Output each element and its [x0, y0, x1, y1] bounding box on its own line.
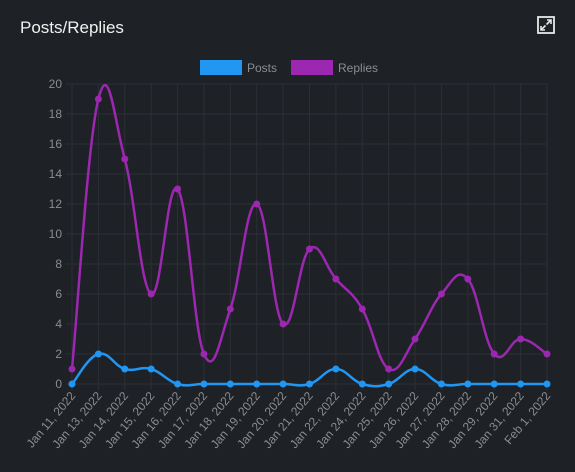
y-tick-label: 0 — [55, 377, 62, 391]
data-point-replies — [200, 350, 208, 358]
y-tick-label: 14 — [49, 167, 63, 181]
data-point-posts — [68, 380, 76, 388]
data-point-replies — [385, 365, 393, 373]
data-point-posts — [490, 380, 498, 388]
y-tick-label: 2 — [55, 347, 62, 361]
y-tick-label: 4 — [55, 317, 62, 331]
data-point-posts — [332, 365, 340, 373]
data-point-posts — [464, 380, 472, 388]
legend-label-replies: Replies — [338, 61, 378, 75]
data-point-posts — [200, 380, 208, 388]
data-point-replies — [68, 365, 76, 373]
data-point-replies — [121, 155, 129, 163]
data-point-replies — [306, 245, 313, 253]
data-point-replies — [147, 290, 155, 298]
y-tick-label: 12 — [49, 197, 63, 211]
data-point-posts — [253, 380, 261, 388]
y-tick-label: 6 — [55, 287, 62, 301]
data-point-posts — [358, 380, 366, 388]
data-point-replies — [543, 350, 551, 358]
data-point-replies — [358, 305, 366, 313]
data-point-replies — [332, 275, 340, 283]
legend-swatch-posts — [200, 60, 242, 75]
data-point-replies — [94, 95, 102, 103]
data-point-posts — [306, 380, 313, 388]
data-point-posts — [121, 365, 129, 373]
data-point-replies — [174, 185, 182, 193]
data-point-replies — [490, 350, 498, 358]
expand-icon[interactable] — [537, 16, 555, 34]
data-point-posts — [147, 365, 155, 373]
data-point-posts — [411, 365, 419, 373]
data-point-replies — [464, 275, 472, 283]
y-tick-label: 18 — [49, 107, 63, 121]
data-point-posts — [174, 380, 182, 388]
data-point-posts — [385, 380, 393, 388]
data-point-posts — [437, 380, 445, 388]
legend-swatch-replies — [291, 60, 334, 75]
y-tick-label: 20 — [49, 77, 63, 91]
legend-label-posts: Posts — [247, 61, 277, 75]
y-tick-label: 16 — [49, 137, 63, 151]
data-point-posts — [543, 380, 551, 388]
data-point-posts — [279, 380, 287, 388]
data-point-replies — [279, 320, 287, 328]
y-tick-label: 8 — [55, 257, 62, 271]
data-point-replies — [411, 335, 419, 343]
y-tick-label: 10 — [49, 227, 63, 241]
data-point-replies — [253, 200, 261, 208]
data-point-replies — [437, 290, 445, 298]
data-point-posts — [226, 380, 234, 388]
data-point-replies — [226, 305, 234, 313]
card-title: Posts/Replies — [20, 18, 124, 37]
data-point-posts — [517, 380, 525, 388]
data-point-posts — [94, 350, 102, 358]
series-line-replies — [70, 83, 548, 372]
data-point-replies — [517, 335, 525, 343]
